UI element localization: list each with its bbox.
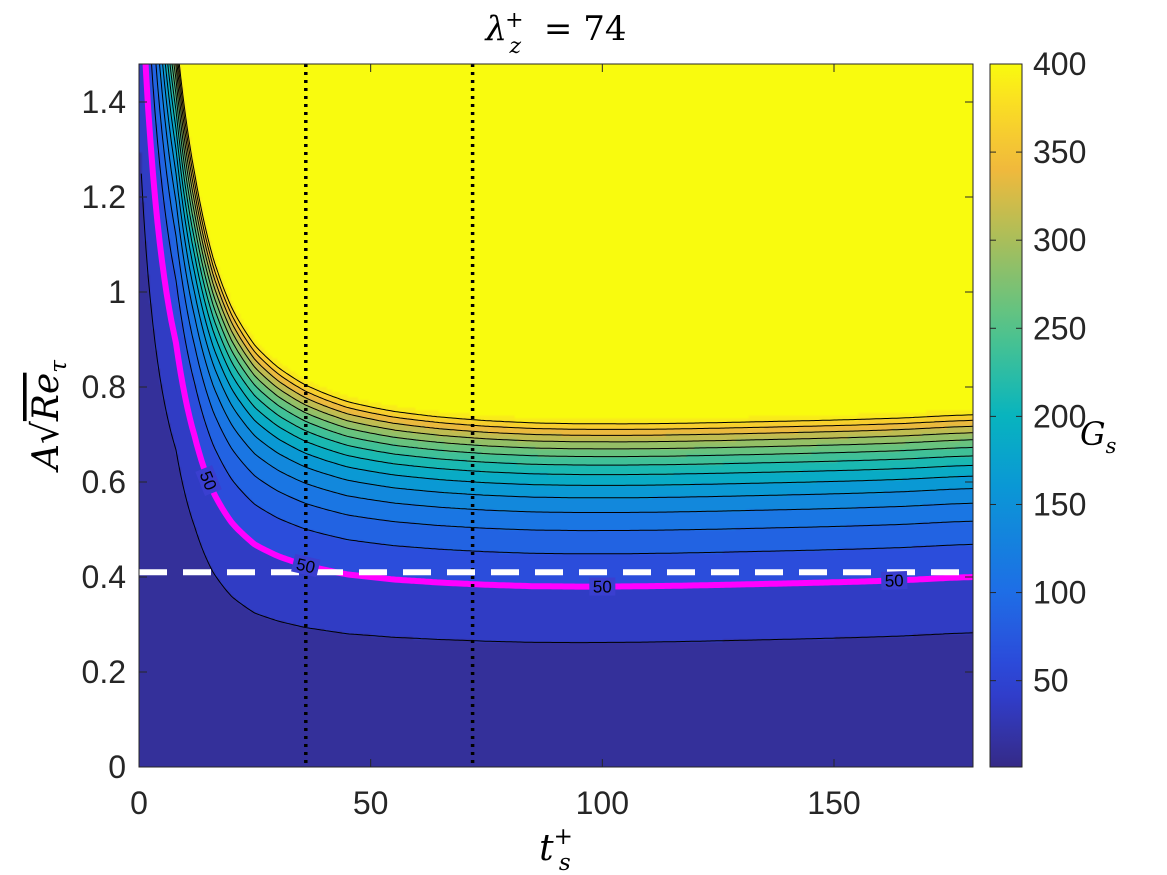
reference-lines	[139, 64, 973, 767]
contour-label-2: 50	[291, 553, 321, 578]
colorbar-tick-label: 300	[1033, 222, 1086, 258]
contour-line-75	[151, 64, 973, 555]
contour-line-375	[178, 64, 973, 425]
contour-line-250	[171, 64, 973, 458]
contour-line-225	[169, 64, 973, 466]
contour-line-200	[167, 64, 973, 476]
contour-line-350	[177, 64, 973, 430]
svg-text:50: 50	[884, 571, 904, 591]
x-tick-label: 100	[576, 785, 629, 821]
x-tick-label: 50	[353, 785, 389, 821]
plot-frame	[138, 63, 974, 768]
svg-text:50: 50	[593, 577, 612, 596]
y-tick-label: 0.8	[82, 369, 126, 405]
y-axis-label: A√Reτ	[26, 359, 72, 473]
x-axis-label: t+ s	[539, 824, 573, 875]
contour-line-325	[176, 64, 973, 436]
y-tick-label: 1	[108, 274, 126, 310]
contour-label-4: 50	[880, 571, 908, 591]
colorbar-label: Gs	[1080, 415, 1117, 458]
chart-title: λ+ z = 74	[484, 8, 627, 59]
contour-highlight-path	[142, 64, 973, 590]
y-tick-labels: 0 0.2 0.4 0.6 0.8 1 1.2 1.4	[82, 84, 126, 785]
contour-label-3: 50	[589, 577, 616, 597]
axis-ticks	[138, 64, 973, 768]
y-tick-label: 0.4	[82, 559, 126, 595]
contour-line-25	[140, 173, 973, 644]
y-tick-label: 1.4	[82, 84, 126, 120]
colorbar: 50 100 150 200 250 300 350 400 Gs	[989, 46, 1117, 768]
colorbar-ticks: 50 100 150 200 250 300 350 400	[990, 46, 1086, 699]
contour-lines	[140, 64, 973, 644]
colorbar-tick-label: 100	[1033, 575, 1086, 611]
contour-line-100	[155, 64, 973, 532]
colorbar-tick-label: 250	[1033, 310, 1086, 346]
y-tick-label: 0	[108, 749, 126, 785]
y-tick-label: 0.6	[82, 464, 126, 500]
contour-line-125	[159, 64, 973, 513]
contour-line-300	[175, 64, 973, 443]
colorbar-tick-label: 150	[1033, 486, 1086, 522]
contour-line-275	[173, 64, 973, 450]
contour-50-line	[142, 64, 973, 590]
x-tick-label: 0	[130, 785, 148, 821]
x-tick-labels: 0 50 100 150	[130, 785, 861, 821]
y-tick-label: 1.2	[82, 179, 126, 215]
x-tick-label: 150	[807, 785, 860, 821]
colorbar-tick-label: 50	[1033, 663, 1069, 699]
y-tick-label: 0.2	[82, 654, 126, 690]
colorbar-gradient	[989, 63, 1023, 768]
colorbar-tick-label: 400	[1033, 46, 1086, 82]
svg-text:50: 50	[294, 555, 317, 578]
colorbar-tick-label: 200	[1033, 398, 1086, 434]
contour-line-175	[164, 64, 973, 486]
contour-line-150	[162, 64, 973, 499]
svg-text:A√Reτ: A√Reτ	[26, 359, 72, 473]
colorbar-tick-label: 350	[1033, 134, 1086, 170]
